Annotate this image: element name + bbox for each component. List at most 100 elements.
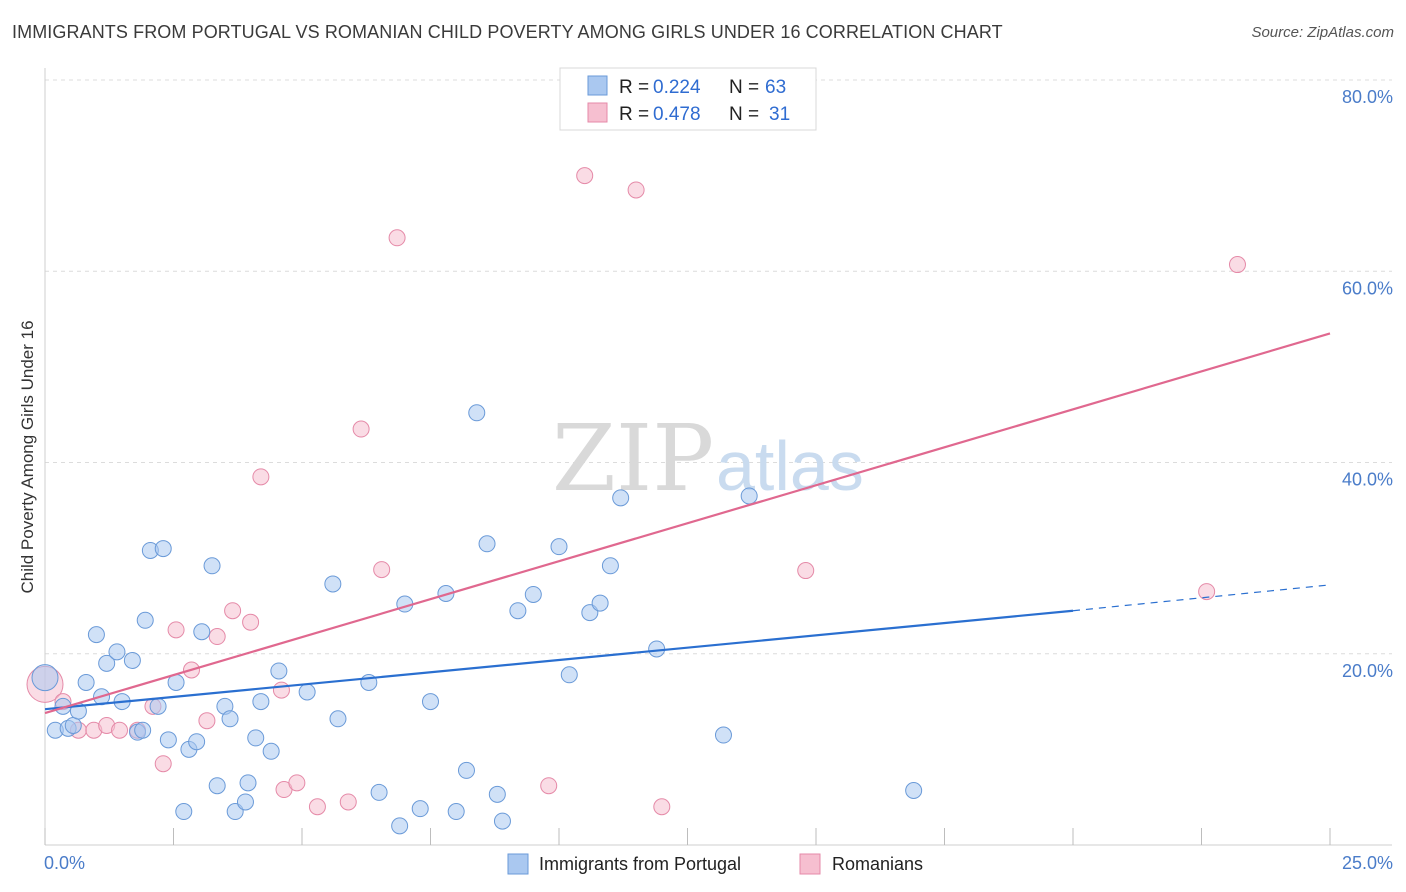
portugal-point <box>324 575 342 593</box>
portugal-point <box>905 781 923 799</box>
romanians-points <box>26 167 1246 816</box>
portugal-trend-extension <box>1072 584 1331 612</box>
portugal-point <box>188 733 206 751</box>
portugal-point <box>740 487 758 505</box>
portugal-point <box>123 651 141 669</box>
romanians-point <box>288 774 306 792</box>
bottom-legend-romanians: Romanians <box>832 854 923 874</box>
portugal-point <box>457 761 475 779</box>
portugal-point <box>560 666 578 684</box>
portugal-point <box>108 643 126 661</box>
portugal-point <box>221 710 239 728</box>
portugal-trend-line <box>44 609 1074 711</box>
portugal-point <box>159 731 177 749</box>
portugal-point <box>612 489 630 507</box>
portugal-point <box>478 535 496 553</box>
romanians-point <box>111 721 129 739</box>
portugal-point <box>524 585 542 603</box>
legend-n-value-1: 63 <box>765 77 786 98</box>
romanians-point <box>1228 256 1246 274</box>
portugal-point <box>298 683 316 701</box>
source-note: Source: ZipAtlas.com <box>1251 24 1394 41</box>
portugal-point <box>134 721 152 739</box>
tick-labels: 20.0% 40.0% 60.0% 80.0% 0.0% 25.0% <box>44 87 1393 873</box>
y-tick-label: 40.0% <box>1342 470 1393 490</box>
watermark-zip: ZIP <box>552 405 714 512</box>
portugal-point <box>411 800 429 818</box>
bottom-legend-swatch-romanians <box>799 853 821 875</box>
legend-n-label-1: N = <box>729 77 759 98</box>
portugal-point <box>154 540 172 558</box>
trend-lines <box>44 332 1331 715</box>
portugal-point <box>509 602 527 620</box>
y-tick-label: 80.0% <box>1342 87 1393 107</box>
portugal-point <box>31 664 59 692</box>
portugal-point <box>370 783 388 801</box>
portugal-point <box>208 777 226 795</box>
romanians-point <box>308 798 326 816</box>
bottom-legend-swatch-portugal <box>507 853 529 875</box>
romanians-point <box>242 613 260 631</box>
romanians-point <box>167 621 185 639</box>
portugal-point <box>193 623 211 641</box>
romanians-point <box>540 777 558 795</box>
portugal-point <box>391 817 409 835</box>
romanians-trend-line <box>44 332 1331 715</box>
portugal-point <box>488 785 506 803</box>
romanians-point <box>352 420 370 438</box>
portugal-point <box>493 812 511 830</box>
romanians-point <box>627 181 645 199</box>
chart-title: IMMIGRANTS FROM PORTUGAL VS ROMANIAN CHI… <box>12 22 1003 42</box>
romanians-point <box>339 793 357 811</box>
portugal-point <box>236 793 254 811</box>
legend-r-label-1: R = <box>619 77 649 98</box>
portugal-point <box>149 697 167 715</box>
romanians-point <box>1198 583 1216 601</box>
portugal-point <box>714 726 732 744</box>
portugal-point <box>252 693 270 711</box>
romanians-point <box>272 681 290 699</box>
gridlines <box>45 79 1392 655</box>
romanians-point <box>373 561 391 579</box>
y-tick-label: 20.0% <box>1342 661 1393 681</box>
x-tick-label: 25.0% <box>1342 853 1393 873</box>
legend-swatch-romanians <box>587 102 608 123</box>
portugal-point <box>550 538 568 556</box>
portugal-point <box>175 803 193 821</box>
portugal-point <box>591 594 609 612</box>
portugal-point <box>468 404 486 422</box>
axes <box>44 68 1392 846</box>
romanians-point <box>252 468 270 486</box>
portugal-point <box>77 673 95 691</box>
portugal-point <box>247 729 265 747</box>
romanians-point <box>576 167 594 185</box>
romanians-point <box>797 562 815 580</box>
x-tick-label: 0.0% <box>44 853 85 873</box>
bottom-legend-portugal: Immigrants from Portugal <box>539 854 741 874</box>
romanians-point <box>224 602 242 620</box>
stats-legend: R = 0.224 N = 63 R = 0.478 N = 31 <box>559 67 817 131</box>
portugal-point <box>203 557 221 575</box>
legend-n-label-2: N = <box>729 104 759 125</box>
romanians-point <box>388 229 406 247</box>
legend-swatch-portugal <box>587 75 608 96</box>
portugal-point <box>262 742 280 760</box>
portugal-point <box>136 611 154 629</box>
y-axis-label: Child Poverty Among Girls Under 16 <box>18 320 37 593</box>
portugal-point <box>87 626 105 644</box>
portugal-point <box>270 662 288 680</box>
legend-r-label-2: R = <box>619 104 649 125</box>
romanians-point <box>198 712 216 730</box>
legend-r-value-2: 0.478 <box>653 104 701 125</box>
portugal-point <box>447 803 465 821</box>
portugal-point <box>601 557 619 575</box>
series-legend: Immigrants from Portugal Romanians <box>507 853 923 875</box>
portugal-point <box>422 693 439 711</box>
portugal-point <box>329 710 347 728</box>
portugal-point <box>98 654 116 672</box>
romanians-point <box>154 755 172 773</box>
portugal-point <box>64 716 82 734</box>
y-tick-label: 60.0% <box>1342 278 1393 298</box>
portugal-points <box>31 404 923 835</box>
